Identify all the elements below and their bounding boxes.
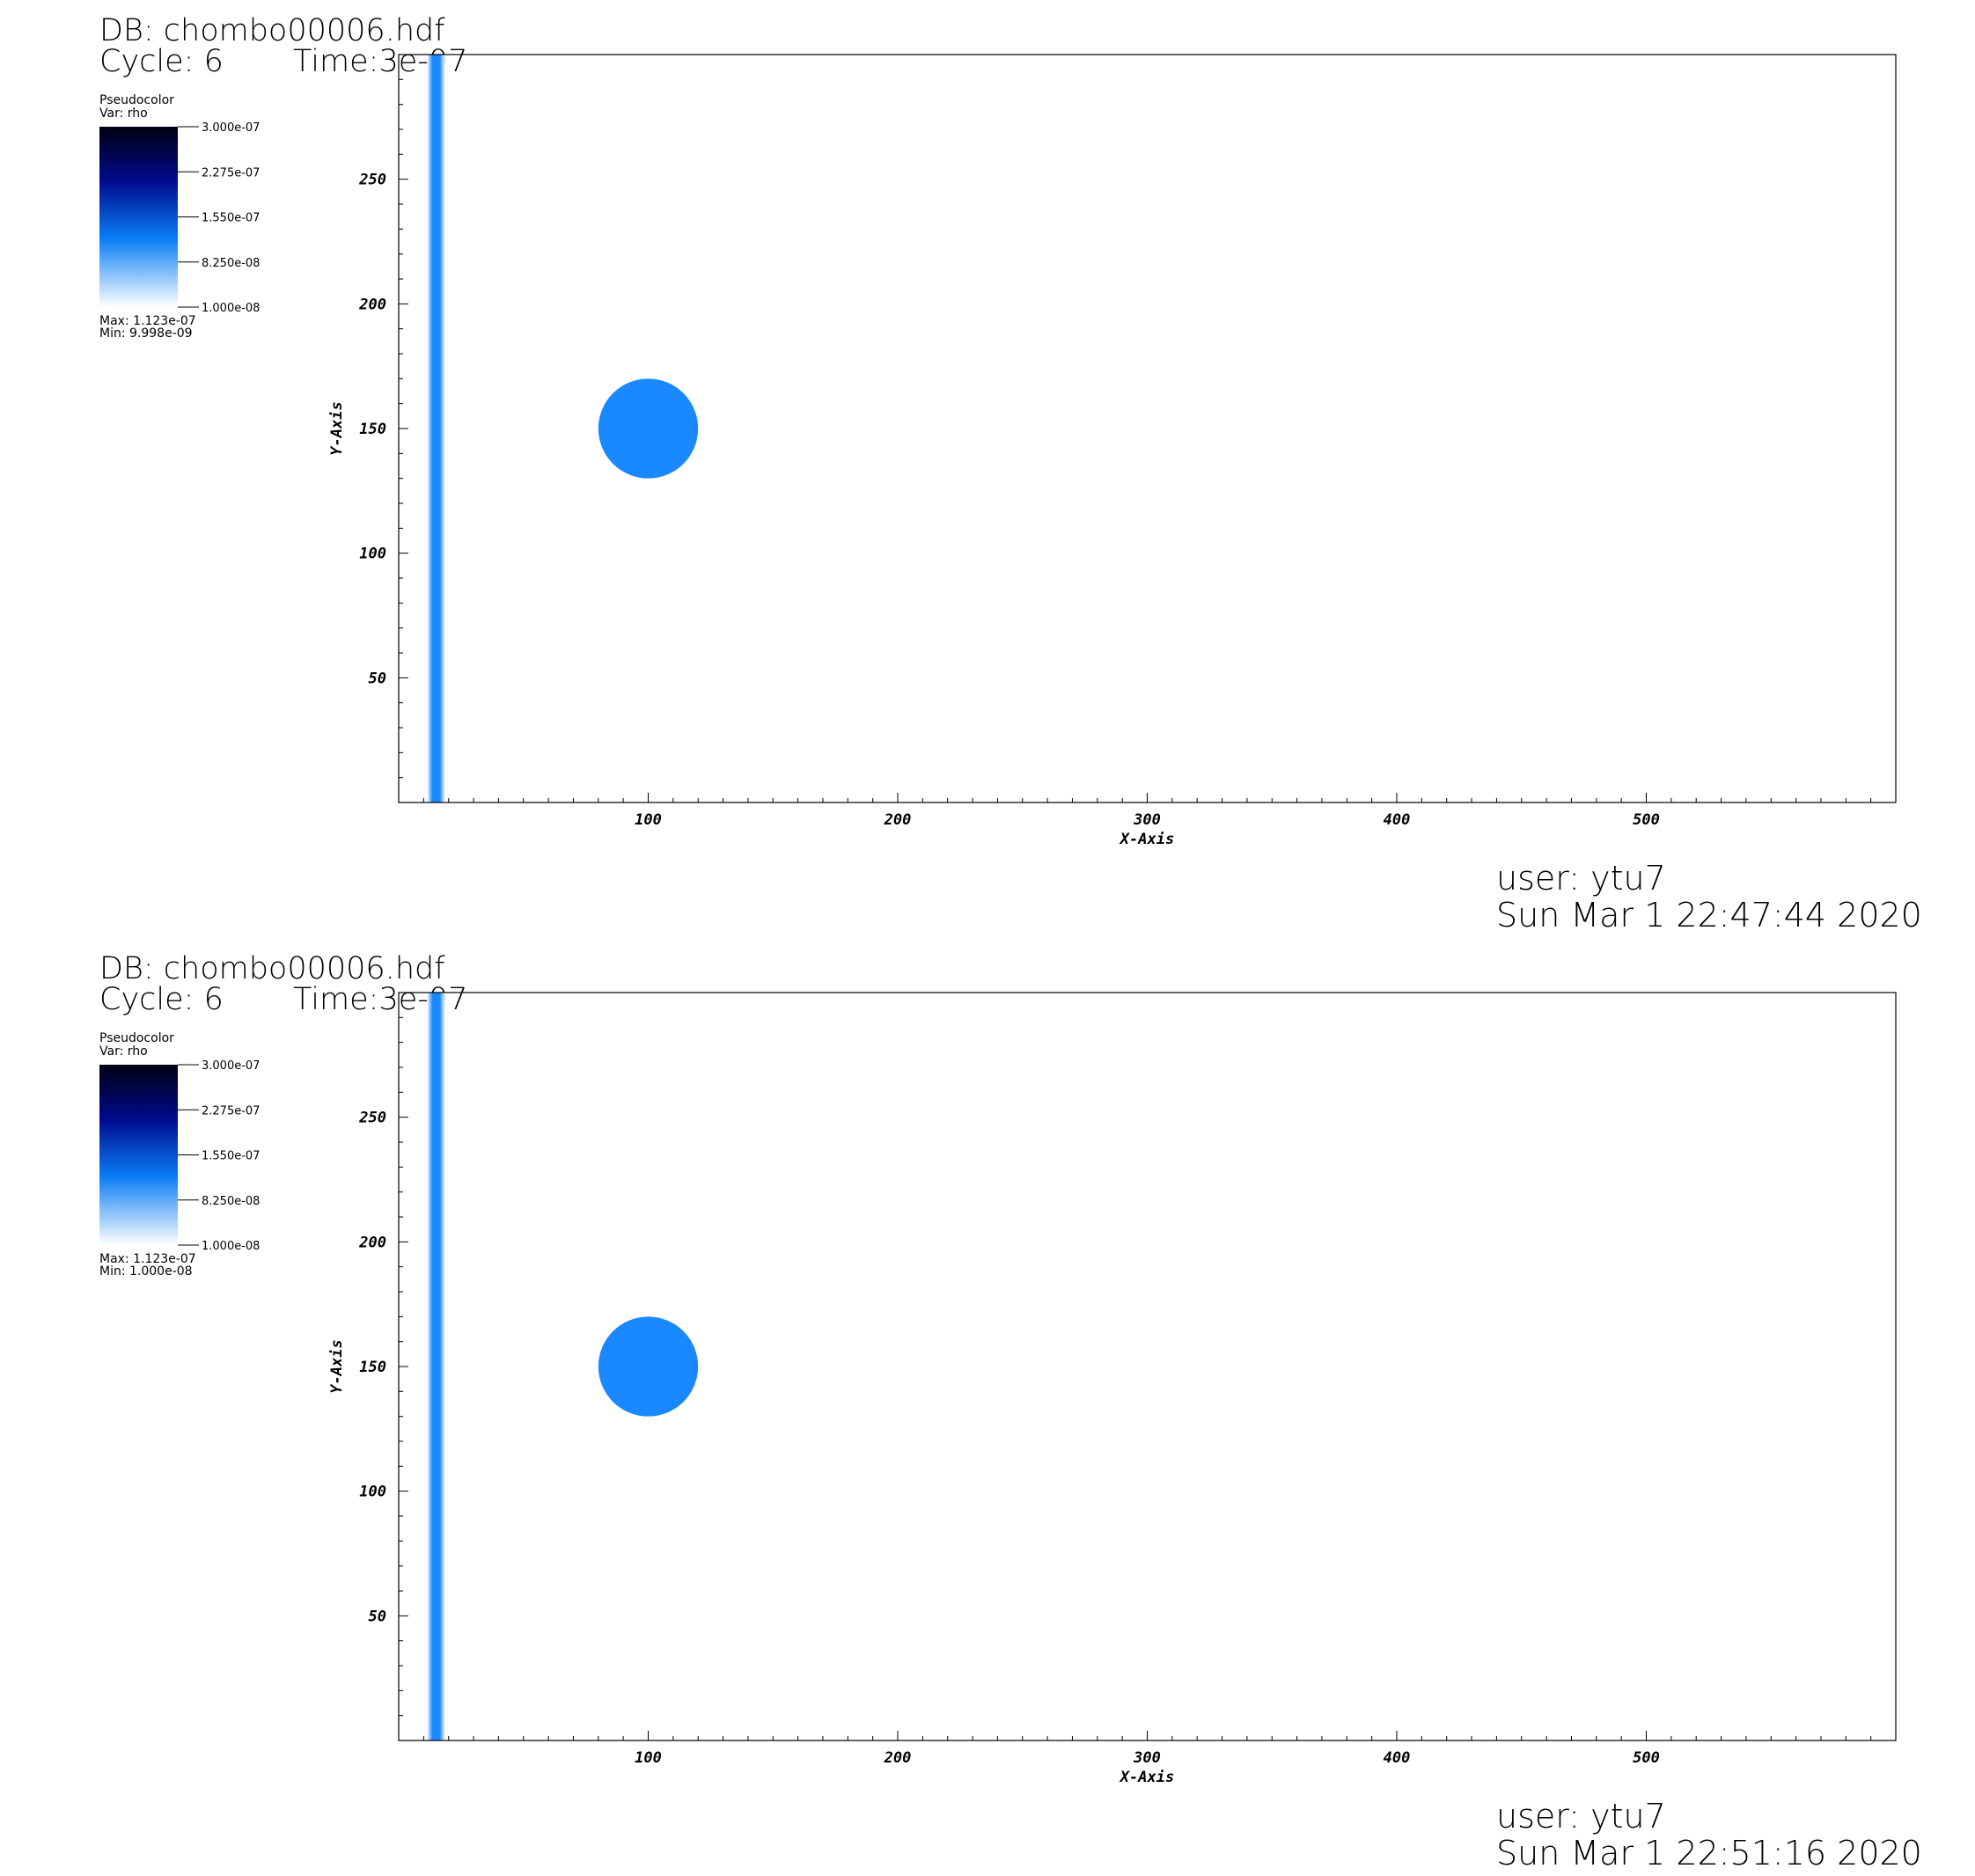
y-tick-label: 250: [358, 1110, 386, 1127]
x-tick-label: 400: [1384, 1749, 1411, 1767]
pseudocolor-plot: 3.000e-07 2.275e-07 1.550e-07 8.250e-08 1.00…: [99, 992, 1897, 1786]
legend-plot-type: Pseudocolor: [99, 1031, 174, 1045]
colorbar: [99, 127, 178, 307]
colorbar-tick-label: 1.000e-08: [202, 302, 260, 315]
y-tick-label: 100: [359, 546, 386, 563]
x-tick-label: 200: [884, 811, 912, 829]
colorbar: [99, 1065, 178, 1245]
legend-min-label: Min: 1.000e-08: [99, 1264, 193, 1279]
legend-min-label: Min: 9.998e-09: [99, 326, 193, 341]
vertical-band: [427, 55, 445, 802]
x-tick-label: 300: [1133, 811, 1161, 829]
user-label: user: ytu7: [1496, 1797, 1666, 1836]
date-label: Sun Mar 1 22:51:16 2020: [1496, 1834, 1922, 1872]
db-label: DB: chombo00006.hdf: [99, 951, 445, 986]
x-tick-label: 400: [1384, 811, 1411, 829]
vertical-band: [427, 993, 445, 1740]
db-label: DB: chombo00006.hdf: [99, 13, 445, 48]
colorbar-tick-label: 3.000e-07: [202, 1059, 260, 1073]
legend-var-label: Var: rho: [99, 106, 148, 121]
x-axis-title: X-Axis: [1119, 831, 1174, 848]
x-axis-title: X-Axis: [1119, 1769, 1174, 1786]
cycle-label: Cycle: 6: [99, 982, 224, 1017]
x-tick-label: 100: [635, 1749, 662, 1767]
y-axis-title: Y-Axis: [328, 1339, 346, 1393]
colorbar-tick-label: 1.000e-08: [202, 1240, 260, 1253]
cycle-label: Cycle: 6: [99, 44, 224, 79]
pseudocolor-plot: 3.000e-07 2.275e-07 1.550e-07 8.250e-08 1.00…: [99, 54, 1897, 848]
y-tick-label: 150: [359, 1359, 386, 1376]
y-tick-label: 200: [358, 1234, 386, 1251]
y-axis-title: Y-Axis: [328, 401, 346, 455]
y-tick-label: 250: [358, 172, 386, 189]
x-tick-label: 100: [635, 811, 662, 829]
x-tick-label: 500: [1633, 1749, 1660, 1767]
legend-plot-type: Pseudocolor: [99, 93, 174, 107]
colorbar-tick-label: 8.250e-08: [202, 1195, 260, 1208]
colorbar-tick-label: 1.550e-07: [202, 1150, 260, 1163]
x-tick-label: 500: [1633, 811, 1660, 829]
colorbar-tick-label: 3.000e-07: [202, 121, 260, 135]
user-label: user: ytu7: [1496, 859, 1666, 898]
y-tick-label: 200: [358, 296, 386, 313]
y-tick-label: 100: [359, 1484, 386, 1501]
x-tick-label: 200: [884, 1749, 912, 1767]
y-tick-label: 50: [369, 670, 386, 687]
circle-feature: [598, 1316, 699, 1417]
circle-feature: [598, 378, 699, 479]
y-tick-label: 150: [359, 421, 386, 438]
y-tick-label: 50: [369, 1608, 386, 1625]
colorbar-tick-label: 2.275e-07: [202, 1104, 260, 1118]
date-label: Sun Mar 1 22:47:44 2020: [1496, 896, 1922, 934]
legend-max-label: Max: 1.123e-07: [99, 314, 196, 328]
colorbar-tick-label: 1.550e-07: [202, 212, 260, 225]
colorbar-tick-label: 2.275e-07: [202, 166, 260, 180]
x-tick-label: 300: [1133, 1749, 1161, 1767]
legend-var-label: Var: rho: [99, 1044, 148, 1059]
colorbar-tick-label: 8.250e-08: [202, 257, 260, 270]
plot-panel-2: DB: chombo00006.hdf Cycle: 6 Time:3e-07 …: [0, 938, 1975, 1876]
plot-panel-1: DB: chombo00006.hdf Cycle: 6 Time:3e-07 …: [99, 13, 1922, 934]
legend-max-label: Max: 1.123e-07: [99, 1252, 196, 1266]
